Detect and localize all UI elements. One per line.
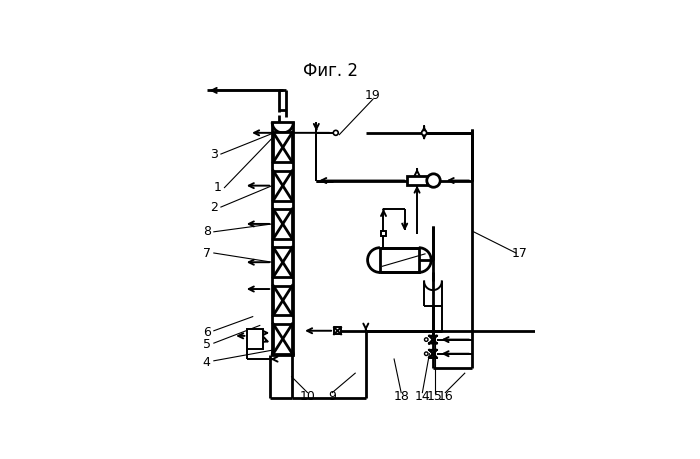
Circle shape [427, 174, 440, 187]
Text: 9: 9 [328, 390, 336, 403]
Circle shape [424, 352, 428, 355]
Text: 3: 3 [210, 147, 218, 161]
Text: 10: 10 [300, 390, 316, 403]
Bar [272, 122, 293, 355]
Text: 4: 4 [203, 356, 211, 369]
Circle shape [333, 130, 338, 135]
Text: 5: 5 [203, 338, 211, 352]
Text: 6: 6 [203, 326, 211, 339]
Bar [247, 329, 263, 348]
Text: 19: 19 [365, 89, 381, 102]
Text: 8: 8 [203, 225, 211, 238]
Bar [380, 248, 419, 273]
Text: 18: 18 [393, 390, 409, 403]
Bar [273, 171, 293, 201]
Circle shape [421, 130, 426, 135]
Text: Фиг. 2: Фиг. 2 [303, 62, 358, 80]
Text: 15: 15 [427, 390, 442, 403]
Bar [407, 176, 427, 185]
Bar [273, 324, 293, 354]
Bar [381, 231, 386, 236]
Bar [273, 133, 293, 162]
Bar [273, 209, 293, 239]
Bar [273, 247, 293, 277]
Text: 14: 14 [414, 390, 430, 403]
Text: 17: 17 [512, 246, 528, 259]
Text: 7: 7 [203, 246, 211, 259]
Circle shape [424, 338, 428, 341]
Text: 16: 16 [438, 390, 453, 403]
Text: 1: 1 [214, 181, 221, 194]
Bar [273, 285, 293, 315]
Text: 2: 2 [210, 201, 218, 213]
